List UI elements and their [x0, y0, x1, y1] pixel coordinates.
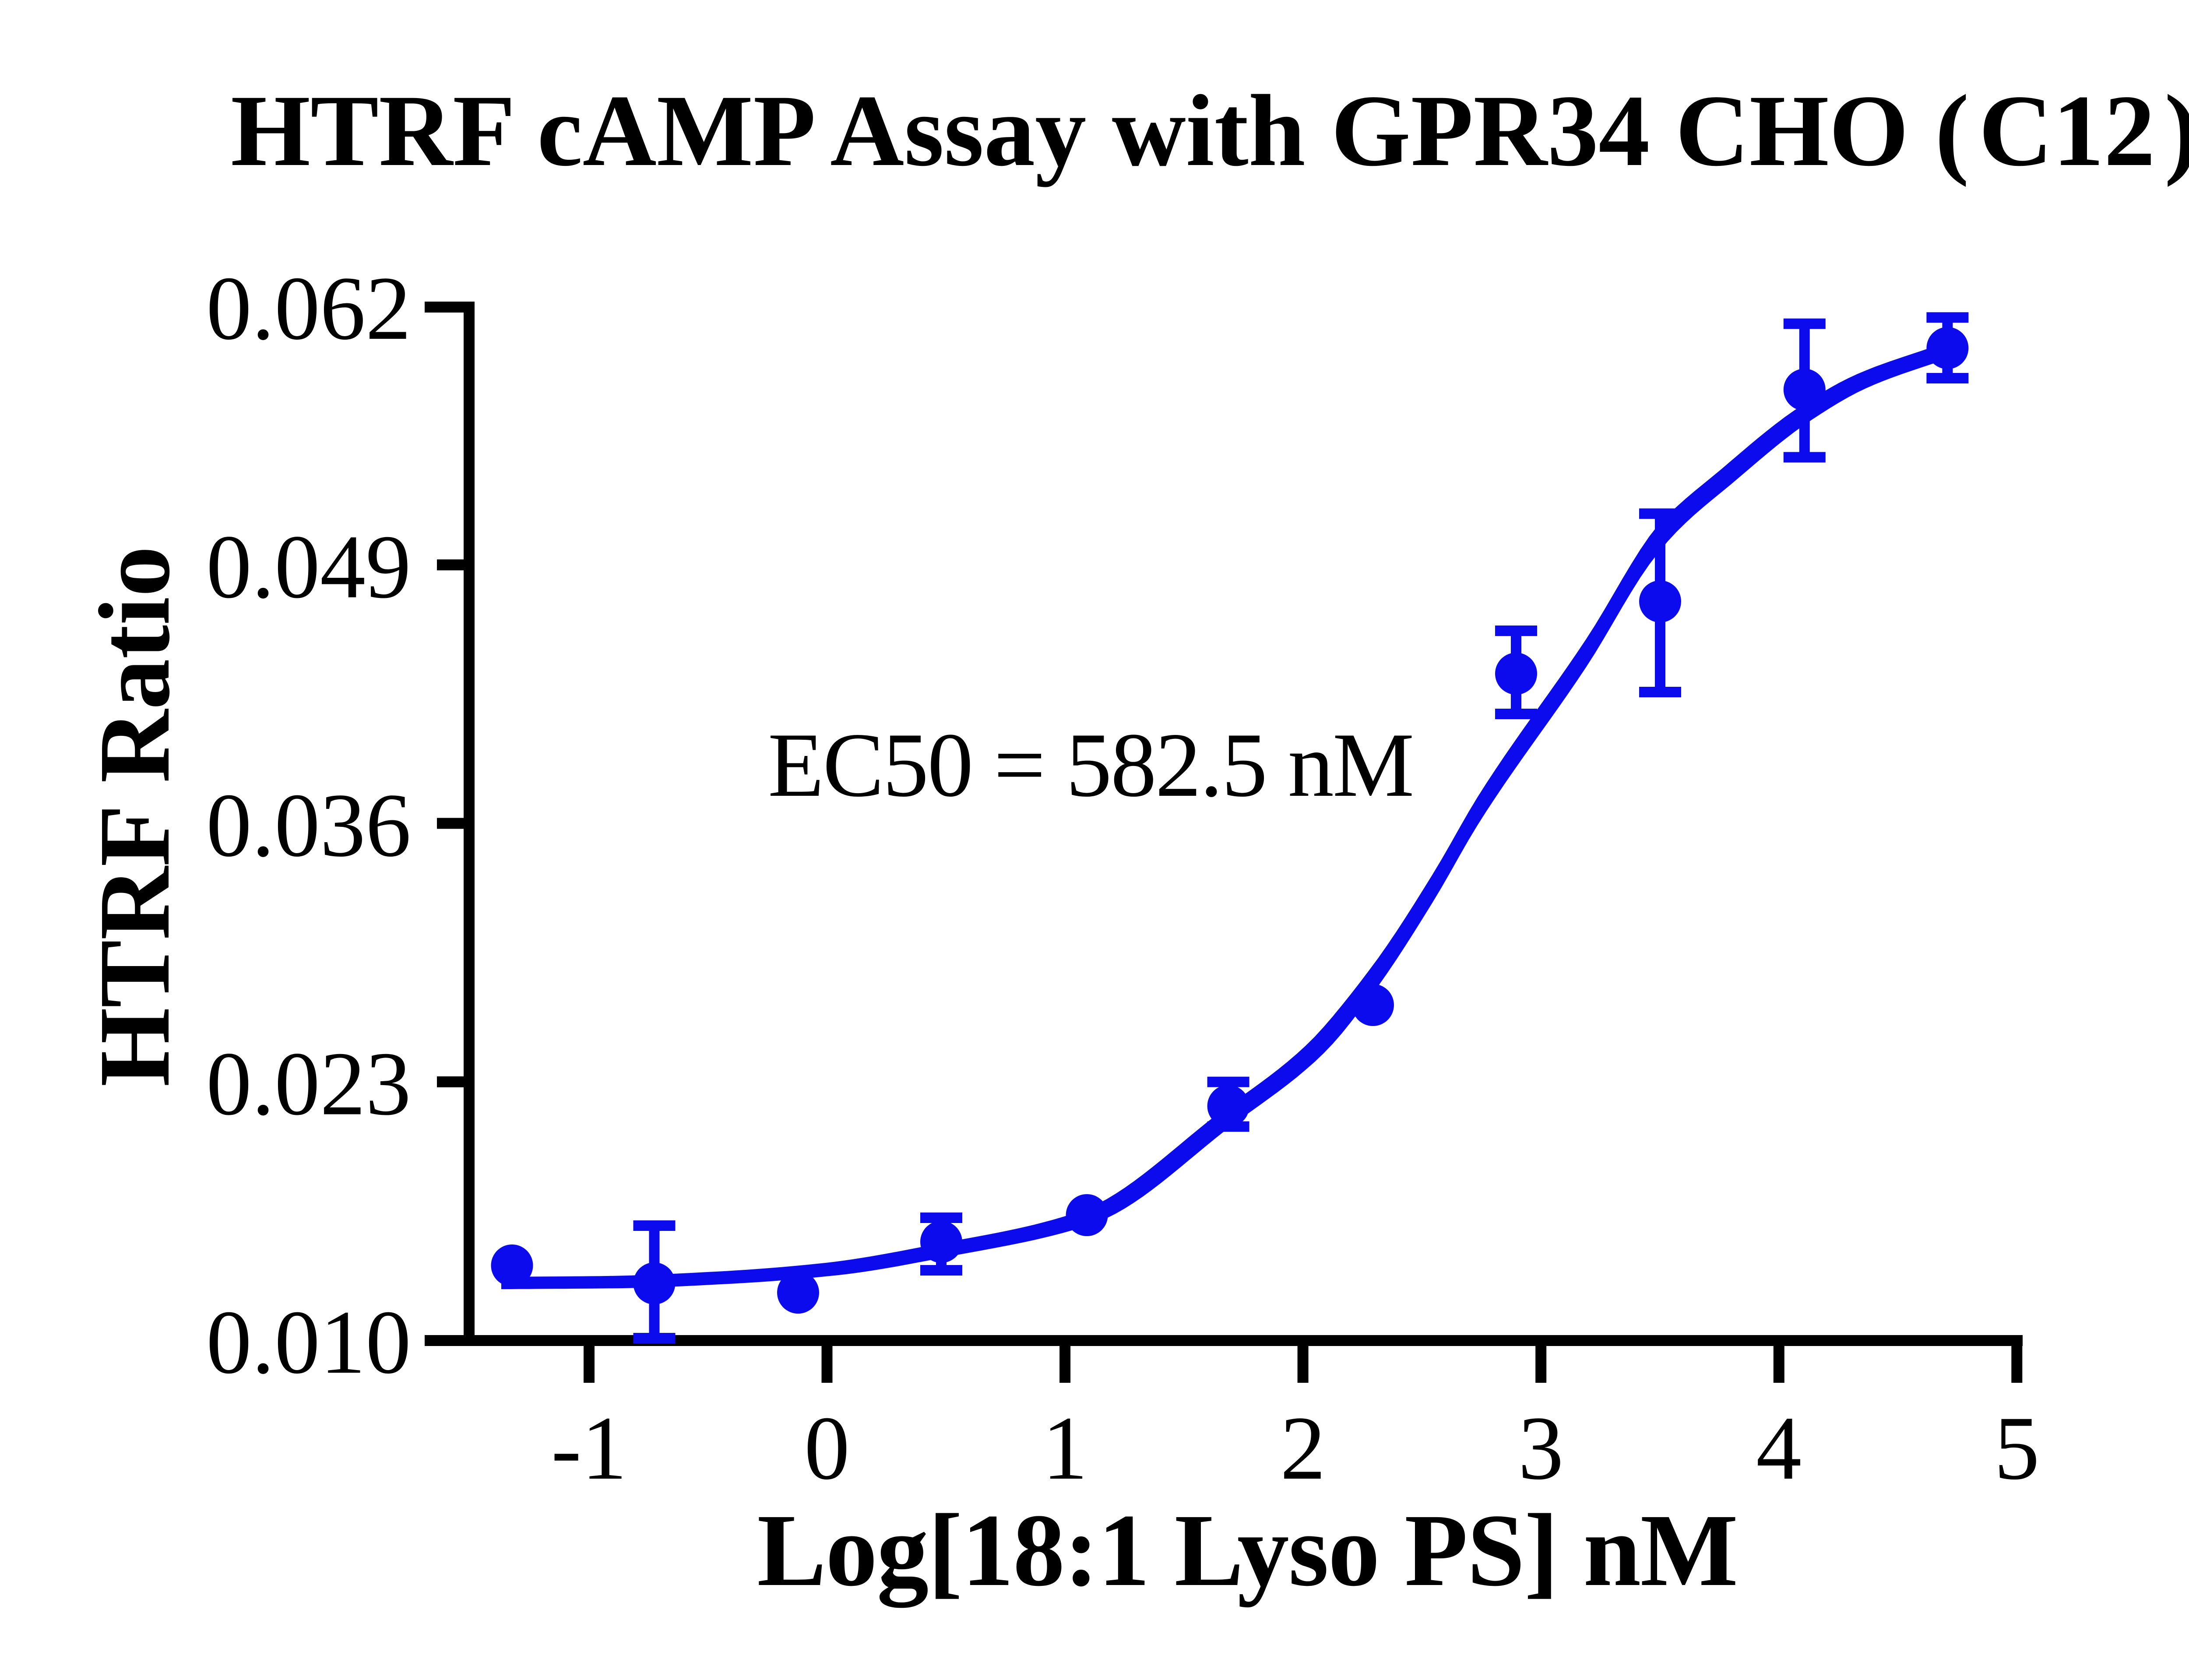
svg-text:0.036: 0.036	[206, 775, 411, 875]
svg-text:1: 1	[1042, 1398, 1088, 1498]
svg-text:-1: -1	[551, 1398, 627, 1498]
svg-text:0.049: 0.049	[206, 517, 411, 617]
svg-text:0.023: 0.023	[206, 1033, 411, 1134]
svg-text:EC50 = 582.5 nM: EC50 = 582.5 nM	[768, 714, 1413, 816]
svg-text:4: 4	[1756, 1398, 1802, 1498]
svg-text:HTRF Ratio: HTRF Ratio	[78, 546, 191, 1086]
svg-text:5: 5	[1994, 1398, 2040, 1498]
svg-text:3: 3	[1518, 1398, 1564, 1498]
svg-text:HTRF cAMP Assay with GPR34 CHO: HTRF cAMP Assay with GPR34 CHO(C12)	[231, 74, 2189, 187]
svg-text:0.062: 0.062	[206, 258, 411, 358]
svg-text:0: 0	[804, 1398, 850, 1498]
svg-text:2: 2	[1280, 1398, 1326, 1498]
svg-text:0.010: 0.010	[206, 1292, 411, 1392]
svg-text:Log[18:1 Lyso PS] nM: Log[18:1 Lyso PS] nM	[757, 1493, 1737, 1608]
